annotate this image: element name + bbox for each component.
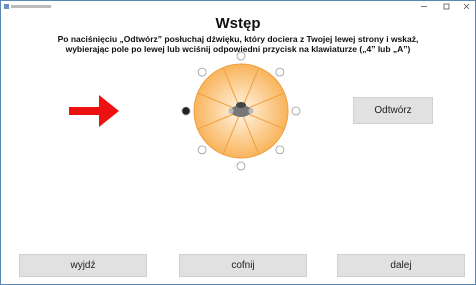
direction-field[interactable] — [198, 68, 206, 76]
direction-field[interactable] — [237, 162, 245, 170]
direction-field[interactable] — [198, 146, 206, 154]
back-button[interactable]: cofnij — [179, 254, 307, 277]
play-button[interactable]: Odtwórz — [353, 97, 433, 124]
direction-field[interactable] — [276, 68, 284, 76]
direction-field[interactable] — [292, 107, 300, 115]
direction-field[interactable] — [276, 146, 284, 154]
next-button[interactable]: dalej — [337, 254, 465, 277]
direction-panel — [1, 1, 475, 284]
direction-field[interactable] — [182, 107, 190, 115]
direction-field[interactable] — [237, 52, 245, 60]
exit-button[interactable]: wyjdź — [19, 254, 147, 277]
window: Wstęp Po naciśnięciu „Odtwórz” posłuchaj… — [0, 0, 476, 285]
arrow — [69, 95, 119, 127]
